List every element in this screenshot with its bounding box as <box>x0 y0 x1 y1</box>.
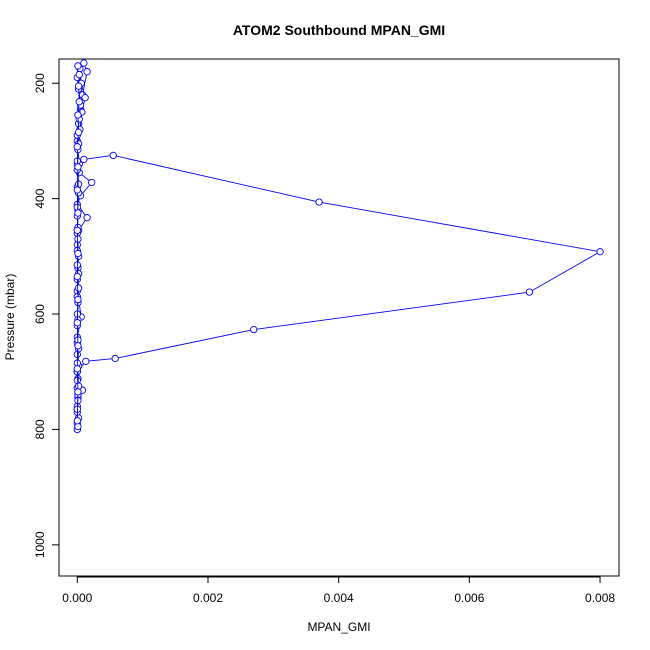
y-tick-label: 800 <box>33 419 47 439</box>
y-tick-label: 1000 <box>33 531 47 558</box>
y-tick-label: 200 <box>33 73 47 93</box>
data-point <box>74 249 82 258</box>
x-axis: 0.000 0.002 0.004 0.006 0.008 <box>62 576 615 605</box>
data-point <box>74 163 82 171</box>
x-tick-label: 0.002 <box>193 591 223 605</box>
data-point <box>81 94 89 102</box>
data-point <box>83 214 91 222</box>
data-point <box>73 319 81 327</box>
data-point <box>74 111 82 119</box>
data-point <box>73 226 81 235</box>
data-point <box>80 155 88 164</box>
series-line-1 <box>76 154 602 430</box>
data-point <box>74 209 82 217</box>
data-point <box>73 417 81 425</box>
chart-title: ATOM2 Southbound MPAN_GMI <box>233 22 445 38</box>
data-point <box>73 143 81 151</box>
data-point <box>525 288 534 296</box>
plot-area-border <box>58 58 620 577</box>
y-axis-label: Pressure (mbar) <box>3 274 17 361</box>
data-point <box>315 198 323 206</box>
data-point <box>596 248 604 256</box>
y-tick-label: 600 <box>33 304 47 324</box>
data-point <box>74 342 82 350</box>
data-point <box>80 59 88 67</box>
data-point <box>74 295 82 304</box>
data-point <box>74 128 83 136</box>
data-point <box>83 68 91 76</box>
data-point <box>73 186 81 194</box>
data-point <box>74 284 83 292</box>
x-tick-label: 0.004 <box>324 591 354 605</box>
data-point <box>73 365 81 373</box>
data-point <box>74 62 82 70</box>
x-tick-label: 0.000 <box>62 591 92 605</box>
data-point <box>73 272 81 281</box>
data-point <box>88 178 96 187</box>
x-tick-label: 0.006 <box>454 591 484 605</box>
data-point <box>74 388 82 396</box>
data-point <box>82 357 90 366</box>
data-point <box>75 98 83 106</box>
data-point <box>75 70 83 79</box>
x-tick-label: 0.008 <box>585 591 615 605</box>
series-layer <box>73 59 604 434</box>
y-axis: 200 400 600 800 1000 <box>33 73 60 558</box>
data-point <box>111 354 119 363</box>
data-point <box>250 325 258 334</box>
data-point <box>74 82 83 90</box>
data-point <box>109 151 117 160</box>
y-tick-label: 400 <box>33 188 47 208</box>
x-axis-label: MPAN_GMI <box>307 620 370 634</box>
